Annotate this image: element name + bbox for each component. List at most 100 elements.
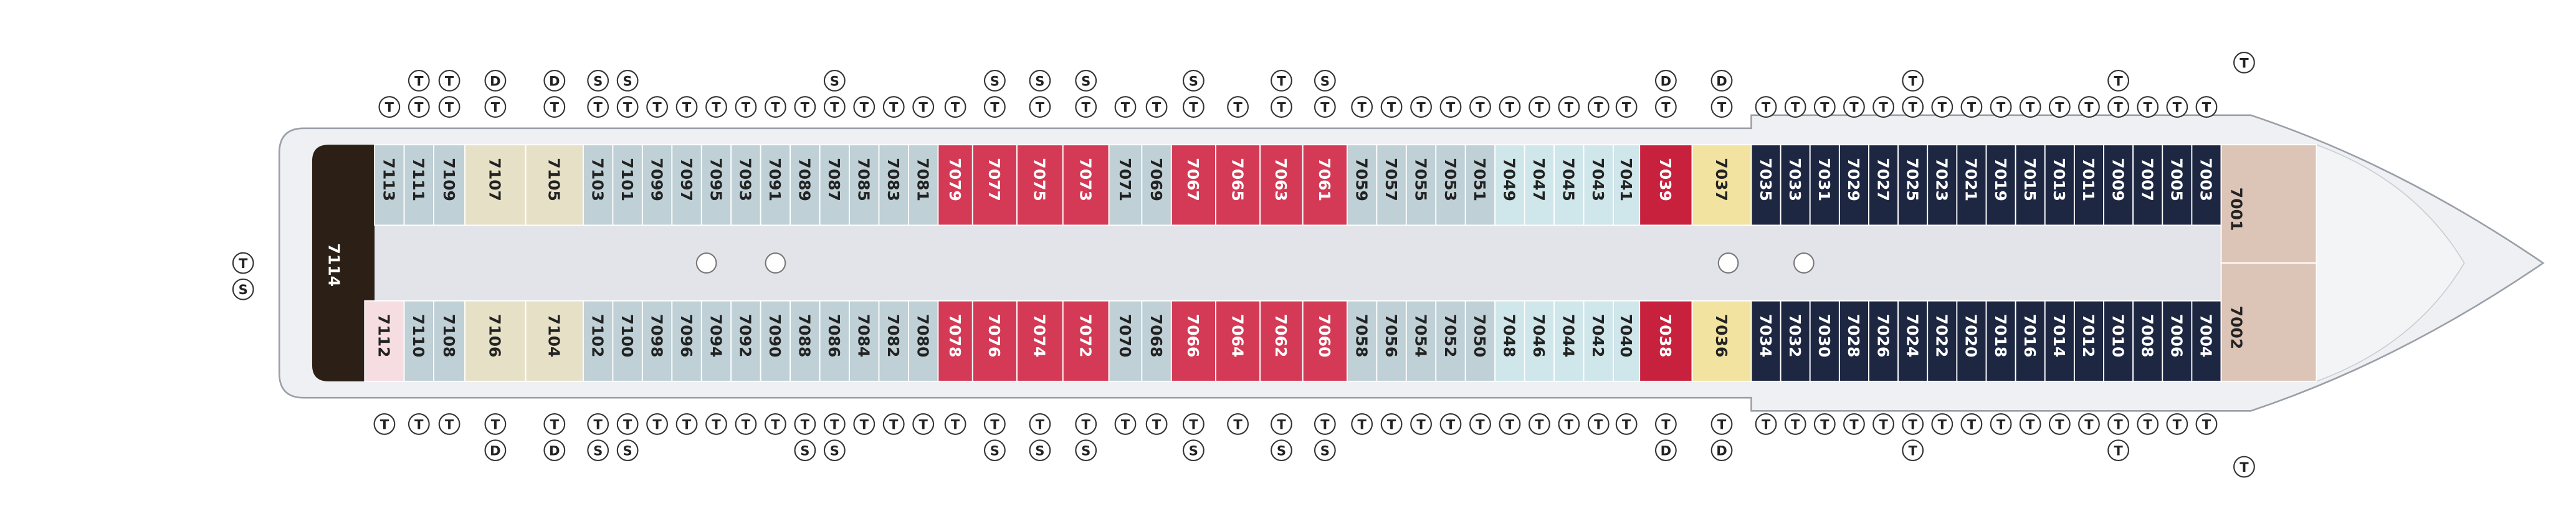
amenity-icon [1654,439,1677,462]
amenity-letter: T [1036,99,1045,115]
amenity-icon [1528,413,1550,435]
cabin [789,144,821,226]
bow-cabin [2220,262,2317,382]
cabin [1524,144,1555,226]
amenity-icon [2048,413,2071,435]
amenity-letter: T [1594,416,1603,432]
cabin-number: 7045 [1560,158,1578,201]
amenity-icon [1615,96,1638,118]
cabin-number: 7022 [1933,314,1951,358]
amenity-letter: T [445,99,454,115]
cabin [1435,144,1466,226]
amenity-icon [1114,96,1137,118]
amenity-icon [2107,69,2129,92]
amenity-icon [1931,413,1953,435]
cabin-number: 7102 [588,314,606,358]
cabin [1141,144,1172,226]
amenity-letter: T [1277,73,1286,88]
cabin-number: 7064 [1228,314,1246,358]
cabin [2191,300,2222,382]
cabin-number: 7038 [1656,314,1674,358]
cabin [908,144,939,226]
amenity-letter: T [2173,416,2182,432]
amenity-icon [1029,439,1051,462]
amenity-letter: T [491,99,500,115]
cabin [2044,300,2075,382]
amenity-letter: T [990,416,999,432]
amenity-icon [823,413,846,435]
amenity-icon [2107,413,2129,435]
amenity-letter: T [1565,99,1574,115]
cabin-number: 7027 [1874,158,1892,201]
amenity-icon [1271,96,1292,118]
cabin-number: 7063 [1272,158,1290,201]
amenity-icon [1227,413,1249,435]
amenity-letter: S [1081,443,1090,459]
cabin-number: 7010 [2109,314,2127,358]
amenity-letter: T [919,416,928,432]
cabin [1553,300,1585,382]
amenity-icon [1587,96,1610,118]
amenity-icon [1843,413,1865,435]
amenity-letter: T [239,256,248,271]
amenity-icon [1410,96,1432,118]
amenity-letter: T [1082,416,1091,432]
amenity-icon [882,413,905,435]
amenity-icon [1710,439,1733,462]
cabin-number: 7104 [545,314,563,358]
cabin-number: 7083 [884,158,902,201]
cabin-number: 7020 [1962,314,1980,358]
cabin-number: 7099 [647,158,665,201]
cabin-number: 7050 [1471,314,1489,358]
amenity-letter: T [652,416,662,432]
cabin-number: 7039 [1656,158,1674,201]
cabin-number: 7087 [825,158,843,201]
cabin [1583,300,1614,382]
bow-deck [2316,144,2465,383]
cabin [849,300,880,382]
cabin-number: 7101 [618,158,636,201]
cabin [1639,144,1693,226]
amenity-letter: T [1938,416,1947,432]
amenity-letter: T [2026,416,2035,432]
cabin [2103,300,2134,382]
amenity-icon [1784,413,1806,435]
cabin-number: 7042 [1589,314,1607,358]
amenity-letter: T [2240,55,2249,70]
amenity-icon [484,413,507,435]
cabin [878,300,909,382]
amenity-letter: S [239,282,248,297]
cabin-number: 7052 [1441,314,1459,358]
amenity-icon [2107,96,2129,118]
amenity-letter: D [490,73,501,88]
cabin-number: 7078 [946,314,964,358]
cabin [2162,300,2193,382]
amenity-icon [616,413,639,435]
amenity-letter: T [1879,416,1888,432]
amenity-icon [735,413,757,435]
amenity-icon [587,439,609,462]
amenity-icon [1314,413,1336,435]
cabin-number: 7015 [2021,158,2039,201]
amenity-letter: T [860,99,869,115]
amenity-letter: T [1908,416,1917,432]
cabin-number: 7112 [375,314,393,358]
amenity-icon [2233,456,2255,478]
cabin-number: 7060 [1315,314,1333,358]
cabin-number: 7085 [855,158,873,201]
cabin-number: 7071 [1116,158,1134,201]
cabin-number: 7072 [1076,314,1094,358]
amenity-icon [705,413,727,435]
cabin-number: 7068 [1147,314,1165,358]
cabin-number: 7006 [2168,314,2186,358]
cabin-number: 7106 [486,314,504,358]
amenity-letter: T [491,416,500,432]
amenity-icon [1351,413,1373,435]
amenity-icon [2137,413,2159,435]
cabin-number: 7056 [1382,314,1400,358]
cabin [2015,300,2046,382]
amenity-letter: T [1036,416,1045,432]
amenity-icon [983,413,1006,435]
cabin [2162,144,2193,226]
